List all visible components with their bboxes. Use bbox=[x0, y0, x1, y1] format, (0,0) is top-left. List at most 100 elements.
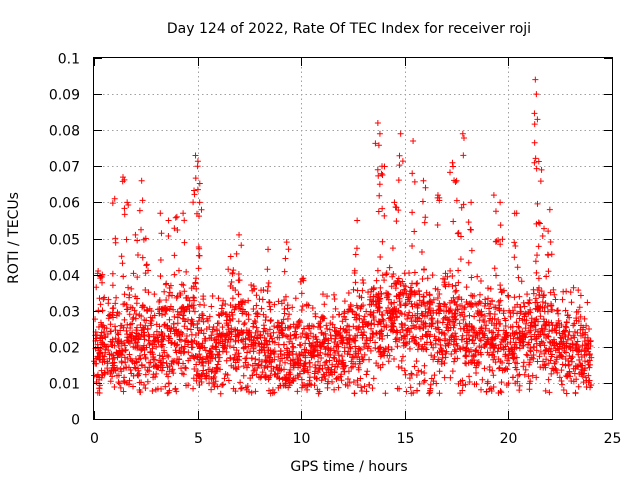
data-point bbox=[116, 310, 123, 317]
data-point bbox=[408, 335, 415, 342]
data-point bbox=[135, 336, 142, 343]
data-point bbox=[518, 278, 525, 285]
data-point bbox=[527, 348, 534, 355]
data-point bbox=[573, 376, 580, 383]
data-point bbox=[399, 158, 406, 165]
data-point bbox=[492, 304, 499, 311]
data-point bbox=[489, 316, 496, 323]
data-point bbox=[141, 336, 148, 343]
data-point bbox=[514, 310, 521, 317]
data-point bbox=[167, 282, 174, 289]
data-point bbox=[359, 277, 366, 284]
data-point bbox=[401, 311, 408, 318]
data-point bbox=[442, 283, 449, 290]
data-point bbox=[548, 300, 555, 307]
data-point bbox=[420, 299, 427, 306]
data-point bbox=[391, 356, 398, 363]
data-point bbox=[147, 359, 154, 366]
data-point bbox=[443, 348, 450, 355]
data-point bbox=[243, 311, 250, 318]
data-point bbox=[303, 333, 310, 340]
data-point bbox=[541, 350, 548, 357]
data-point bbox=[181, 239, 188, 246]
data-point bbox=[431, 353, 438, 360]
data-point bbox=[155, 332, 162, 339]
data-point bbox=[308, 351, 315, 358]
data-point bbox=[381, 348, 388, 355]
data-point bbox=[542, 387, 549, 394]
data-point bbox=[395, 307, 402, 314]
data-point bbox=[192, 279, 199, 286]
data-point bbox=[535, 158, 542, 165]
data-point bbox=[134, 343, 141, 350]
data-point bbox=[360, 279, 367, 286]
data-point bbox=[346, 344, 353, 351]
data-point bbox=[554, 307, 561, 314]
data-point bbox=[467, 226, 474, 233]
data-point bbox=[337, 325, 344, 332]
data-point bbox=[257, 334, 264, 341]
data-point bbox=[284, 305, 291, 312]
data-point bbox=[440, 300, 447, 307]
data-point bbox=[104, 331, 111, 338]
data-point bbox=[163, 306, 170, 313]
data-point bbox=[406, 338, 413, 345]
data-point bbox=[112, 239, 119, 246]
data-point bbox=[235, 318, 242, 325]
data-point bbox=[453, 348, 460, 355]
data-point bbox=[395, 177, 402, 184]
data-point bbox=[219, 382, 226, 389]
data-point bbox=[546, 322, 553, 329]
data-point bbox=[457, 256, 464, 263]
data-point bbox=[365, 343, 372, 350]
data-point bbox=[207, 334, 214, 341]
data-point bbox=[323, 358, 330, 365]
data-point bbox=[289, 340, 296, 347]
data-point bbox=[348, 364, 355, 371]
data-point bbox=[181, 348, 188, 355]
data-point bbox=[339, 318, 346, 325]
data-point bbox=[253, 324, 260, 331]
data-point bbox=[146, 364, 153, 371]
data-point bbox=[109, 282, 116, 289]
data-point bbox=[555, 317, 562, 324]
data-point bbox=[229, 315, 236, 322]
data-point bbox=[181, 338, 188, 345]
data-point bbox=[246, 336, 253, 343]
data-point bbox=[420, 177, 427, 184]
data-point bbox=[514, 360, 521, 367]
data-point bbox=[404, 331, 411, 338]
data-point bbox=[434, 358, 441, 365]
data-point bbox=[123, 364, 130, 371]
data-point bbox=[453, 301, 460, 308]
data-point bbox=[359, 324, 366, 331]
y-axis-label: ROTI / TECUs bbox=[6, 192, 22, 284]
data-point bbox=[513, 354, 520, 361]
data-point bbox=[267, 332, 274, 339]
data-point bbox=[562, 323, 569, 330]
data-point bbox=[182, 318, 189, 325]
data-point bbox=[339, 353, 346, 360]
data-point bbox=[547, 289, 554, 296]
data-point bbox=[155, 306, 162, 313]
data-point bbox=[193, 371, 200, 378]
data-point bbox=[190, 375, 197, 382]
data-point bbox=[312, 361, 319, 368]
data-point bbox=[124, 334, 131, 341]
data-point bbox=[524, 352, 531, 359]
data-point bbox=[141, 304, 148, 311]
data-point bbox=[382, 390, 389, 397]
data-point bbox=[516, 371, 523, 378]
data-point bbox=[159, 336, 166, 343]
data-point bbox=[209, 343, 216, 350]
data-point bbox=[422, 303, 429, 310]
data-point bbox=[405, 294, 412, 301]
data-point bbox=[140, 236, 147, 243]
data-point bbox=[540, 364, 547, 371]
data-point bbox=[291, 358, 298, 365]
data-point bbox=[163, 360, 170, 367]
data-point bbox=[245, 332, 252, 339]
data-point bbox=[408, 314, 415, 321]
data-point bbox=[526, 361, 533, 368]
data-point bbox=[245, 297, 252, 304]
